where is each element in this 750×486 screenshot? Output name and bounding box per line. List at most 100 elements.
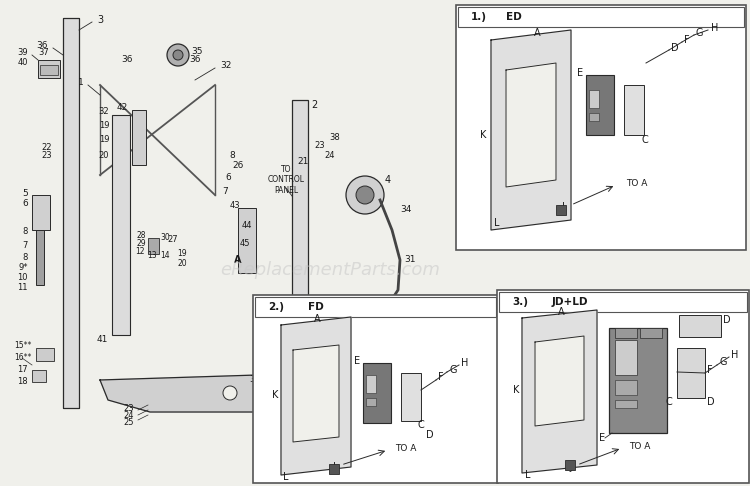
Text: 35: 35	[191, 48, 202, 56]
Text: L: L	[283, 472, 289, 482]
Text: H: H	[731, 350, 738, 360]
Text: 36: 36	[37, 41, 48, 51]
Circle shape	[356, 186, 374, 204]
Text: 23: 23	[315, 140, 326, 150]
Text: J: J	[561, 202, 564, 212]
Text: A: A	[534, 28, 541, 38]
Text: ED: ED	[506, 12, 522, 22]
Text: 22: 22	[41, 143, 52, 153]
Text: 2.): 2.)	[268, 302, 284, 312]
Bar	[497, 290, 749, 483]
Text: K: K	[272, 390, 278, 400]
Bar	[589, 90, 599, 108]
Bar	[458, 7, 744, 27]
Bar	[292, 100, 308, 295]
Text: 10: 10	[17, 274, 28, 282]
Text: H: H	[711, 23, 718, 33]
Text: K: K	[480, 130, 486, 140]
Polygon shape	[100, 370, 420, 412]
Text: A: A	[234, 255, 242, 265]
Text: 4: 4	[385, 175, 392, 185]
Bar	[363, 363, 391, 423]
Text: 3: 3	[97, 15, 103, 25]
Bar	[36, 230, 44, 285]
Polygon shape	[293, 345, 339, 442]
Text: 19: 19	[177, 248, 187, 258]
Text: 25: 25	[124, 417, 134, 427]
Text: TO A: TO A	[629, 441, 650, 451]
Text: D: D	[671, 43, 679, 53]
Bar	[677, 348, 705, 398]
Text: 17: 17	[17, 365, 28, 375]
Text: 15**: 15**	[15, 342, 32, 350]
Text: C: C	[418, 420, 424, 430]
Bar	[456, 5, 746, 250]
Circle shape	[167, 44, 189, 66]
Circle shape	[223, 386, 237, 400]
Text: FD: FD	[308, 302, 324, 312]
Bar	[63, 18, 79, 408]
Text: 36: 36	[189, 55, 201, 65]
Text: 8: 8	[230, 151, 235, 159]
Bar	[499, 292, 747, 312]
Bar	[132, 110, 146, 165]
Text: E: E	[577, 68, 583, 78]
Bar	[32, 370, 46, 382]
Text: 7: 7	[22, 241, 28, 249]
Bar	[255, 297, 496, 317]
Text: L: L	[494, 218, 500, 228]
Text: 19: 19	[99, 136, 109, 144]
Text: 43: 43	[230, 201, 240, 209]
Text: 5: 5	[22, 189, 28, 197]
Text: 13: 13	[147, 250, 157, 260]
Text: 24: 24	[124, 411, 134, 419]
Polygon shape	[506, 63, 556, 187]
Text: 7: 7	[222, 188, 228, 196]
Text: 45: 45	[240, 239, 250, 247]
Text: F: F	[684, 35, 690, 45]
Bar	[609, 328, 667, 433]
Bar	[40, 65, 58, 75]
Text: E: E	[598, 433, 605, 443]
Text: 9*: 9*	[19, 263, 28, 273]
Circle shape	[333, 386, 347, 400]
Text: 11: 11	[17, 282, 28, 292]
Text: TO
CONTROL
PANEL: TO CONTROL PANEL	[268, 165, 305, 195]
Bar	[366, 398, 376, 406]
Polygon shape	[535, 336, 584, 426]
Bar	[112, 115, 130, 335]
Text: 29: 29	[136, 239, 146, 247]
Text: 1.): 1.)	[471, 12, 487, 22]
Text: 1: 1	[78, 79, 84, 87]
Text: 40: 40	[17, 58, 28, 68]
Bar	[401, 373, 421, 421]
Text: 6: 6	[225, 174, 231, 183]
Text: 6: 6	[22, 199, 28, 208]
Text: C: C	[665, 397, 672, 407]
Polygon shape	[281, 317, 351, 475]
Text: J: J	[569, 462, 572, 472]
Bar	[615, 380, 637, 395]
Text: G: G	[696, 28, 703, 38]
Text: 18: 18	[17, 378, 28, 386]
Bar	[615, 340, 637, 375]
Text: 23: 23	[123, 403, 134, 413]
Text: 32: 32	[99, 107, 109, 117]
Text: 34: 34	[400, 206, 411, 214]
Text: 27: 27	[168, 236, 178, 244]
Text: D: D	[426, 430, 433, 440]
Bar	[615, 400, 637, 408]
Bar	[36, 348, 54, 361]
Text: H: H	[461, 358, 468, 368]
Text: 19: 19	[99, 121, 109, 129]
Bar	[640, 328, 662, 338]
Text: D: D	[707, 397, 715, 407]
Text: 8: 8	[22, 227, 28, 237]
Text: G: G	[449, 365, 457, 375]
Text: JD+LD: JD+LD	[552, 297, 589, 307]
Polygon shape	[491, 30, 571, 230]
Text: 42: 42	[117, 104, 128, 112]
Text: eReplacementParts.com: eReplacementParts.com	[220, 261, 440, 279]
Bar	[624, 85, 644, 135]
Text: 12: 12	[135, 247, 145, 257]
